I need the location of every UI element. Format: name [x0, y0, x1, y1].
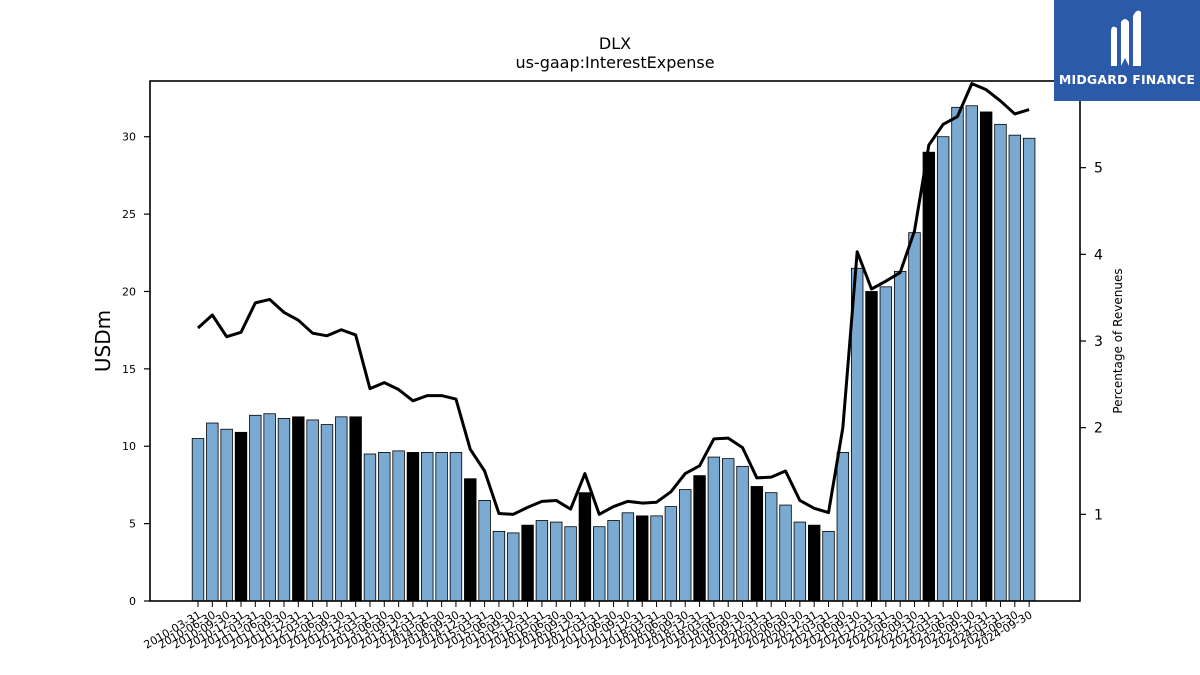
bar-2017-03-31: [593, 526, 606, 602]
bar-2010-12-31: [234, 431, 248, 602]
bar-2015-06-30: [492, 530, 506, 602]
bar-2014-12-31: [464, 478, 477, 602]
y2-tick-label-2: 2: [1094, 421, 1103, 437]
bar-2013-03-31: [363, 453, 377, 602]
bar-2012-06-30: [320, 424, 334, 602]
y-tick-label-20: 20: [122, 285, 136, 298]
bar-2022-06-30: [893, 270, 907, 602]
bar-group: [191, 105, 1036, 602]
bar-2024-03-31: [994, 123, 1007, 602]
bar-2016-06-30: [550, 521, 563, 602]
y2-tick-label-1: 1: [1094, 507, 1103, 523]
bar-2013-12-31: [406, 452, 420, 602]
bar-2018-12-31: [693, 475, 706, 602]
bar-2019-09-30: [736, 465, 749, 602]
bar-2012-03-31: [306, 419, 319, 602]
bar-2023-12-31: [979, 111, 993, 602]
bar-2011-12-31: [292, 416, 305, 602]
brand-logo: MIDGARD FINANCE: [1054, 0, 1200, 101]
bar-2011-09-30: [277, 417, 291, 602]
bar-2015-09-30: [507, 532, 520, 602]
bar-2014-06-30: [435, 452, 448, 602]
bar-2020-12-31: [807, 524, 821, 602]
bar-2017-09-30: [621, 512, 635, 602]
bar-2011-06-30: [263, 413, 276, 602]
bar-2016-03-31: [535, 520, 549, 602]
bar-2020-09-30: [793, 521, 807, 602]
bar-2022-09-30: [908, 232, 921, 602]
y-tick-label-30: 30: [122, 131, 136, 144]
bar-2020-03-31: [765, 492, 778, 602]
bar-2021-12-31: [865, 291, 878, 602]
x-tick-labels: 2010-03-312010-06-302010-09-302010-12-31…: [142, 601, 1035, 652]
bar-2018-09-30: [679, 489, 692, 602]
bar-2015-03-31: [478, 499, 491, 602]
y-tick-label-25: 25: [122, 208, 136, 221]
brand-name: MIDGARD FINANCE: [1058, 72, 1196, 87]
bar-2018-03-31: [650, 515, 663, 602]
bar-2019-06-30: [722, 458, 735, 602]
bar-2021-03-31: [822, 530, 835, 602]
bar-2023-03-31: [936, 136, 950, 602]
bar-2023-09-30: [965, 105, 979, 602]
bar-2014-09-30: [449, 452, 463, 602]
bar-2022-12-31: [922, 151, 936, 602]
bar-2016-09-30: [564, 526, 577, 602]
bar-2010-03-31: [191, 438, 205, 602]
bar-2010-09-30: [220, 428, 233, 602]
bar-2012-09-30: [335, 416, 348, 602]
bar-2019-03-31: [707, 456, 721, 602]
bar-2024-06-30: [1008, 134, 1022, 602]
bar-2023-06-30: [951, 106, 964, 602]
bar-2024-09-30: [1022, 137, 1036, 602]
bar-2022-03-31: [879, 286, 893, 602]
bar-2014-03-31: [421, 452, 434, 602]
chart-subtitle: us-gaap:InterestExpense: [515, 53, 714, 72]
bar-2011-03-31: [249, 414, 262, 602]
y-tick-label-10: 10: [122, 440, 136, 453]
y2-tick-label-4: 4: [1094, 247, 1103, 263]
bar-2010-06-30: [206, 422, 219, 602]
y-tick-label-15: 15: [122, 363, 136, 376]
y2-tick-label-5: 5: [1094, 161, 1103, 177]
y-tick-label-5: 5: [129, 518, 136, 531]
midgard-logo-icon: [1111, 10, 1141, 67]
line-layer: [196, 82, 1030, 516]
revenue-percentage-line: [196, 82, 1030, 516]
bar-2016-12-31: [578, 492, 592, 602]
bar-2012-12-31: [349, 416, 362, 602]
bar-2021-06-30: [836, 452, 850, 602]
bar-2017-12-31: [636, 515, 649, 602]
y-axis-label: USDm: [91, 310, 115, 372]
bar-2020-06-30: [779, 504, 792, 602]
chart-title: DLX: [599, 34, 631, 53]
axes: 051015202530123456: [122, 74, 1103, 608]
bar-2019-12-31: [750, 486, 764, 602]
bar-2015-12-31: [521, 524, 534, 602]
y-tick-label-0: 0: [129, 595, 136, 608]
bar-2013-06-30: [378, 452, 391, 602]
y2-tick-label-3: 3: [1094, 334, 1103, 350]
bar-2017-06-30: [607, 520, 620, 602]
bar-2013-09-30: [392, 450, 405, 602]
bar-2018-06-30: [664, 506, 678, 602]
y2-axis-label: Percentage of Revenues: [1111, 268, 1125, 413]
